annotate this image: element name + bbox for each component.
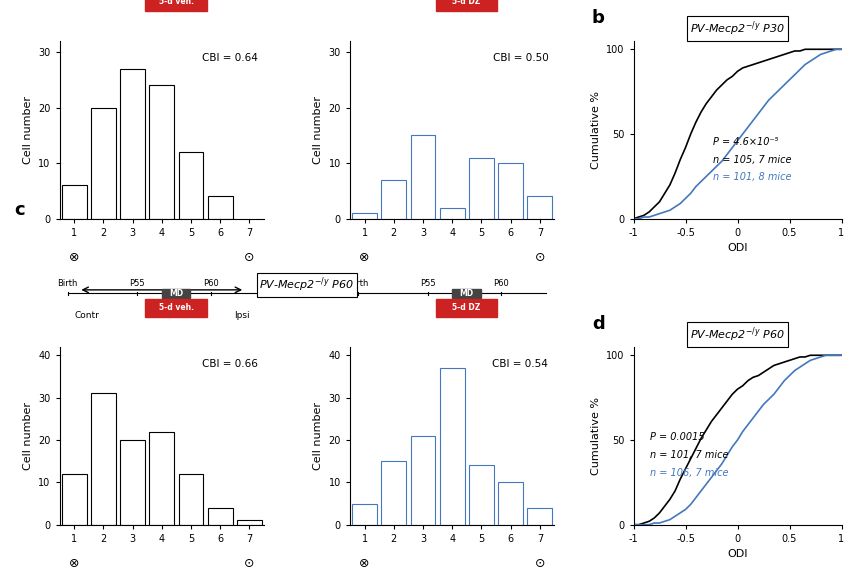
Text: 5-d veh.: 5-d veh. bbox=[159, 303, 194, 312]
Y-axis label: Cell number: Cell number bbox=[23, 96, 32, 164]
Bar bbox=[91, 394, 116, 525]
Text: Contr: Contr bbox=[74, 311, 99, 320]
Bar bbox=[498, 482, 523, 525]
Text: n = 105, 7 mice: n = 105, 7 mice bbox=[712, 154, 791, 164]
Text: P60: P60 bbox=[494, 279, 509, 288]
Text: 5-d DZ: 5-d DZ bbox=[452, 303, 481, 312]
X-axis label: ODI: ODI bbox=[728, 549, 748, 559]
Text: MD: MD bbox=[169, 289, 183, 298]
Text: b: b bbox=[592, 9, 605, 27]
Text: 5-d DZ: 5-d DZ bbox=[452, 0, 481, 6]
Y-axis label: Cell number: Cell number bbox=[313, 402, 323, 470]
Text: 5-d veh.: 5-d veh. bbox=[159, 0, 194, 6]
Text: n = 106, 7 mice: n = 106, 7 mice bbox=[650, 468, 728, 478]
Text: P55: P55 bbox=[420, 279, 435, 288]
Text: ⊗: ⊗ bbox=[360, 557, 370, 570]
Bar bbox=[352, 504, 377, 525]
Bar bbox=[120, 69, 145, 219]
Bar bbox=[382, 461, 406, 525]
Text: ⊙: ⊙ bbox=[535, 251, 545, 264]
Bar bbox=[469, 465, 494, 525]
Text: ⊗: ⊗ bbox=[360, 251, 370, 264]
FancyBboxPatch shape bbox=[162, 289, 190, 298]
FancyBboxPatch shape bbox=[145, 0, 207, 10]
Text: c: c bbox=[14, 201, 26, 219]
Y-axis label: Cumulative %: Cumulative % bbox=[591, 397, 601, 475]
Bar bbox=[237, 521, 262, 525]
Title: PV-Mecp2$^{-/y}$ P60: PV-Mecp2$^{-/y}$ P60 bbox=[690, 325, 785, 344]
X-axis label: ODI: ODI bbox=[728, 243, 748, 253]
Bar bbox=[120, 440, 145, 525]
Bar bbox=[498, 163, 523, 219]
FancyBboxPatch shape bbox=[452, 289, 481, 298]
FancyBboxPatch shape bbox=[436, 0, 497, 10]
Bar bbox=[528, 508, 552, 525]
Text: P60: P60 bbox=[203, 279, 218, 288]
Text: CBI = 0.54: CBI = 0.54 bbox=[492, 359, 548, 369]
Text: ⊙: ⊙ bbox=[535, 557, 545, 570]
Text: CBI = 0.64: CBI = 0.64 bbox=[202, 53, 258, 64]
Text: PV-Mecp2$^{-/y}$ P60: PV-Mecp2$^{-/y}$ P60 bbox=[259, 276, 354, 294]
Text: CBI = 0.66: CBI = 0.66 bbox=[202, 359, 258, 369]
Bar bbox=[207, 508, 233, 525]
Bar bbox=[528, 196, 552, 219]
Bar bbox=[150, 431, 174, 525]
Bar bbox=[411, 436, 435, 525]
Text: Birth: Birth bbox=[348, 279, 368, 288]
Bar bbox=[62, 185, 87, 219]
Text: CBI = 0.50: CBI = 0.50 bbox=[493, 53, 548, 64]
Bar bbox=[382, 180, 406, 219]
Text: P = 4.6×10⁻⁵: P = 4.6×10⁻⁵ bbox=[712, 137, 778, 147]
Text: P55: P55 bbox=[129, 279, 145, 288]
Text: n = 101, 7 mice: n = 101, 7 mice bbox=[650, 450, 728, 460]
Text: ⊙: ⊙ bbox=[244, 251, 255, 264]
Y-axis label: Cell number: Cell number bbox=[23, 402, 32, 470]
Text: Ipsi: Ipsi bbox=[234, 311, 249, 320]
Bar bbox=[150, 85, 174, 219]
Bar bbox=[469, 157, 494, 219]
Bar bbox=[178, 152, 203, 219]
Bar bbox=[439, 368, 465, 525]
Text: ⊗: ⊗ bbox=[69, 251, 79, 264]
Bar bbox=[207, 196, 233, 219]
Bar bbox=[411, 135, 435, 219]
Text: MD: MD bbox=[460, 289, 473, 298]
Bar bbox=[352, 213, 377, 219]
Text: ⊗: ⊗ bbox=[69, 557, 79, 570]
Text: d: d bbox=[592, 315, 604, 332]
Y-axis label: Cumulative %: Cumulative % bbox=[591, 91, 601, 168]
Y-axis label: Cell number: Cell number bbox=[313, 96, 323, 164]
FancyBboxPatch shape bbox=[145, 298, 207, 317]
FancyBboxPatch shape bbox=[436, 298, 497, 317]
Bar bbox=[439, 208, 465, 219]
Bar bbox=[178, 474, 203, 525]
Text: Birth: Birth bbox=[58, 279, 78, 288]
Text: ⊙: ⊙ bbox=[244, 557, 255, 570]
Bar bbox=[91, 107, 116, 219]
Text: n = 101, 8 mice: n = 101, 8 mice bbox=[712, 173, 791, 182]
Title: PV-Mecp2$^{-/y}$ P30: PV-Mecp2$^{-/y}$ P30 bbox=[690, 19, 785, 38]
Bar bbox=[62, 474, 87, 525]
Text: P = 0.0015: P = 0.0015 bbox=[650, 432, 705, 442]
